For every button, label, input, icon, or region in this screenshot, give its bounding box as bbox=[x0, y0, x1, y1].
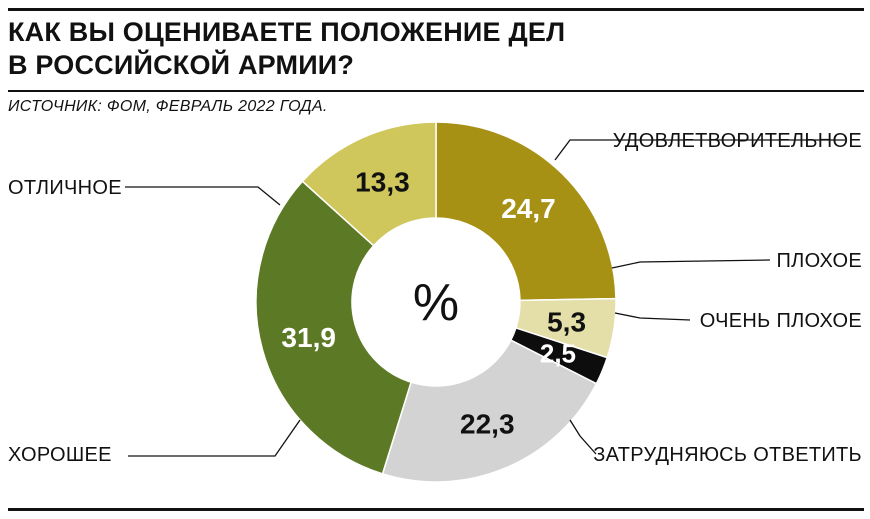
leader-line-очень-плохое bbox=[614, 312, 691, 321]
value-label-отличное: 13,3 bbox=[355, 166, 410, 197]
chart-title-line-1: КАК ВЫ ОЦЕНИВАЕТЕ ПОЛОЖЕНИЕ ДЕЛ bbox=[8, 17, 566, 47]
donut-slices bbox=[255, 121, 617, 483]
leader-line-затрудняюсь-ответить bbox=[569, 419, 597, 455]
category-label-очень-плохое: ОЧЕНЬ ПЛОХОЕ bbox=[700, 310, 862, 332]
value-label-хорошее: 31,9 bbox=[281, 322, 336, 353]
value-label-очень-плохое: 2,5 bbox=[540, 339, 576, 369]
category-label-удовлетворительное: УДОВЛЕТВОРИТЕЛЬНОЕ bbox=[613, 130, 862, 152]
slice-хорошее bbox=[255, 180, 412, 475]
top-rule bbox=[8, 8, 864, 11]
category-label-плохое: ПЛОХОЕ bbox=[776, 250, 862, 272]
category-label-хорошее: ХОРОШЕЕ bbox=[8, 444, 112, 466]
leader-line-хорошее bbox=[128, 419, 301, 457]
source-note: ИСТОЧНИК: ФОМ, ФЕВРАЛЬ 2022 ГОДА. bbox=[8, 98, 328, 115]
leader-lines bbox=[125, 139, 845, 457]
category-label-отличное: ОТЛИЧНОЕ bbox=[8, 177, 122, 199]
category-labels: УДОВЛЕТВОРИТЕЛЬНОЕ ПЛОХОЕ ОЧЕНЬ ПЛОХОЕ ЗАТР… bbox=[8, 130, 862, 466]
value-label-плохое: 5,3 bbox=[547, 306, 586, 337]
chart-title: КАК ВЫ ОЦЕНИВАЕТЕ ПОЛОЖЕНИЕ ДЕЛ В РОССИЙ… bbox=[8, 16, 565, 82]
slice-затрудняюсь-ответить bbox=[381, 339, 598, 483]
percent-center-label: % bbox=[413, 274, 459, 332]
category-label-затрудняюсь-ответить: ЗАТРУДНЯЮСЬ ОТВЕТИТЬ bbox=[593, 444, 862, 466]
leader-line-плохое bbox=[611, 259, 771, 269]
title-divider bbox=[8, 90, 864, 92]
bottom-rule bbox=[8, 508, 864, 511]
slice-value-labels: 24,7 5,32,5 22,3 31,9 13,3 bbox=[281, 166, 586, 439]
value-label-удовлетворительное: 24,7 bbox=[501, 193, 556, 224]
leader-line-удовлетворительное bbox=[554, 139, 845, 161]
value-label-затрудняюсь-ответить: 22,3 bbox=[460, 409, 515, 440]
slice-отличное bbox=[301, 121, 437, 247]
chart-title-line-2: В РОССИЙСКОЙ АРМИИ? bbox=[8, 50, 355, 80]
slice-удовлетворительное bbox=[435, 121, 617, 302]
leader-line-отличное bbox=[125, 186, 281, 206]
